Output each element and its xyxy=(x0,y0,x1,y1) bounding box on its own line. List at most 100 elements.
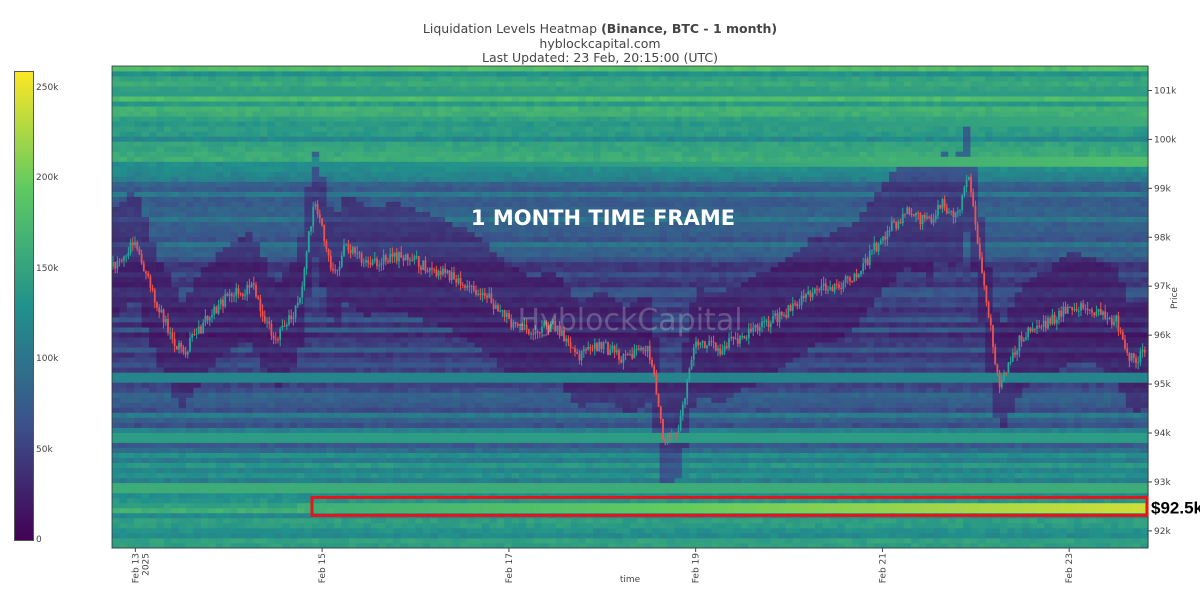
price-candle-body xyxy=(338,266,341,270)
price-candle-body xyxy=(998,372,1001,388)
price-candle-body xyxy=(906,207,909,214)
price-candle-body xyxy=(736,338,739,344)
price-candle-body xyxy=(633,349,636,359)
price-candle-body xyxy=(576,352,579,354)
price-candle-body xyxy=(956,211,959,213)
price-candle-body xyxy=(681,404,684,416)
price-candle-body xyxy=(1095,311,1098,316)
price-candle-body xyxy=(1091,309,1093,313)
price-candle-body xyxy=(439,271,442,275)
price-candle-body xyxy=(299,297,301,303)
price-candle-body xyxy=(607,342,609,355)
price-candle-body xyxy=(554,321,557,332)
price-candle-body xyxy=(921,214,924,225)
price-candle-body xyxy=(415,256,418,258)
x-tick-label: Feb 21 xyxy=(878,553,888,583)
price-candle-body xyxy=(1007,362,1010,373)
price-candle-body xyxy=(134,242,136,246)
price-candle-body xyxy=(1022,339,1025,342)
price-candle-body xyxy=(459,277,462,285)
price-candle-body xyxy=(127,252,130,256)
price-candle-body xyxy=(835,283,838,285)
price-candle-body xyxy=(413,256,416,261)
price-candle-body xyxy=(1071,307,1074,311)
price-candle-body xyxy=(838,284,840,288)
price-candle-body xyxy=(327,248,330,256)
price-candle-body xyxy=(923,214,926,219)
colorbar xyxy=(14,71,34,541)
price-candle-body xyxy=(140,253,143,264)
price-candle-body xyxy=(365,260,367,263)
price-candle-body xyxy=(464,285,466,288)
price-candle-body xyxy=(571,347,574,349)
price-candle-body xyxy=(224,294,227,307)
price-candle-body xyxy=(763,321,766,323)
price-candle-body xyxy=(450,272,453,281)
price-candle-body xyxy=(866,258,869,265)
price-candle-body xyxy=(620,359,623,363)
price-candle-body xyxy=(886,230,889,240)
price-candle-body xyxy=(703,341,706,349)
colorbar-tick-label: 250k xyxy=(36,83,59,94)
price-candle-body xyxy=(756,324,759,331)
price-candle-body xyxy=(391,254,394,257)
price-candle-body xyxy=(780,311,783,316)
price-candle-body xyxy=(983,272,986,286)
price-candle-body xyxy=(695,341,697,348)
price-candle-body xyxy=(501,310,504,312)
price-candle-body xyxy=(219,299,222,305)
price-candle-body xyxy=(395,252,398,262)
price-candle-body xyxy=(437,271,440,277)
y-axis-label: Price xyxy=(1170,287,1180,309)
price-candle-body xyxy=(164,319,167,323)
price-candle-body xyxy=(569,342,572,348)
price-candle-body xyxy=(567,338,570,343)
price-candle-body xyxy=(910,214,913,216)
price-candle-body xyxy=(435,269,438,277)
price-candle-body xyxy=(1113,321,1115,326)
price-candle-body xyxy=(237,288,240,294)
price-candle-body xyxy=(1049,318,1052,324)
price-candle-body xyxy=(745,337,748,339)
price-candle-body xyxy=(118,260,121,262)
price-candle-body xyxy=(1053,314,1056,324)
price-candle-body xyxy=(358,252,361,254)
price-candle-body xyxy=(824,283,827,291)
price-candle-body xyxy=(422,260,425,270)
price-candle-body xyxy=(202,322,205,334)
price-candle-body xyxy=(563,330,565,342)
price-candle-body xyxy=(549,323,552,332)
price-candle-body xyxy=(959,210,961,212)
price-candle-body xyxy=(1016,350,1019,355)
price-candle-body xyxy=(431,268,433,270)
price-candle-body xyxy=(336,269,339,271)
price-candle-body xyxy=(1080,303,1082,311)
price-candle-body xyxy=(556,325,559,332)
price-candle-body xyxy=(266,321,268,323)
price-candle-body xyxy=(288,315,290,325)
price-candle-body xyxy=(989,317,992,326)
price-candle-body xyxy=(325,241,328,249)
price-candle-body xyxy=(932,219,935,223)
price-candle-body xyxy=(123,256,125,261)
price-candle-body xyxy=(618,350,620,360)
price-candle-body xyxy=(846,276,849,278)
price-candle-body xyxy=(635,348,638,350)
x-tick-label: Feb 19 xyxy=(692,553,702,584)
price-candle-body xyxy=(697,341,700,346)
price-candle-body xyxy=(1042,320,1045,327)
price-candle-body xyxy=(648,346,651,361)
price-candle-body xyxy=(345,244,348,246)
x-axis-label: time xyxy=(620,575,641,585)
price-candle-body xyxy=(840,287,843,289)
price-candle-body xyxy=(1033,328,1036,330)
price-candle-body xyxy=(488,293,491,298)
price-candle-body xyxy=(497,304,499,312)
price-candle-body xyxy=(461,284,464,286)
price-candle-body xyxy=(233,295,235,297)
price-candle-body xyxy=(208,317,211,321)
price-candle-body xyxy=(180,343,183,348)
price-candle-body xyxy=(145,271,147,274)
price-candle-body xyxy=(761,321,763,328)
price-candle-body xyxy=(640,347,642,350)
